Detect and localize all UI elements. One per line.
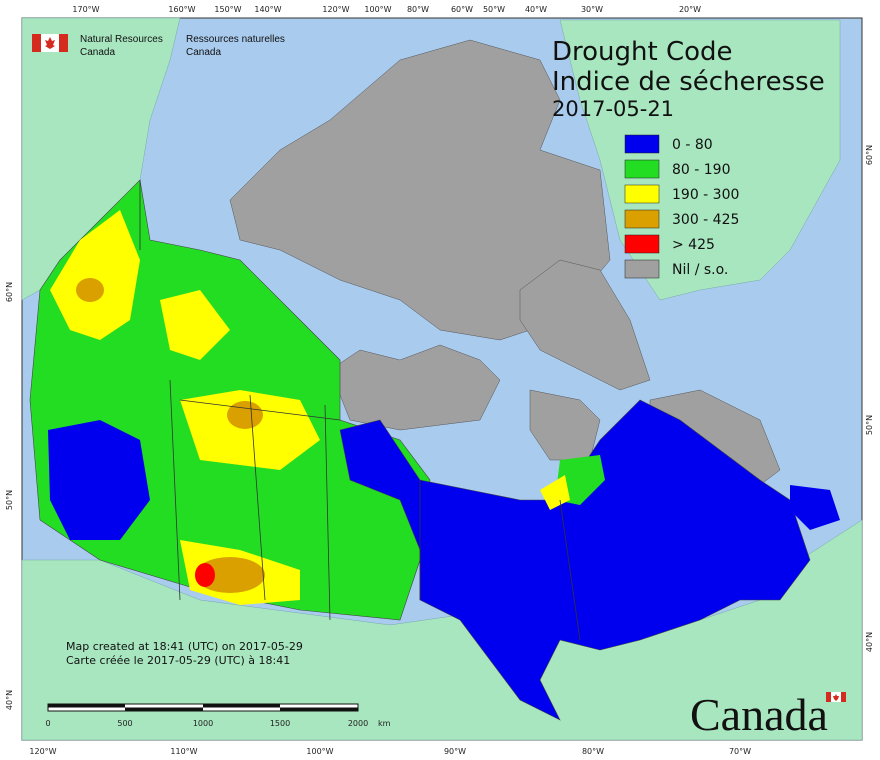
canada-flag-icon [32,34,68,52]
legend-label-2: 190 - 300 [672,187,739,203]
scale-label-2: 1000 [193,719,213,728]
baffin-island [519,259,651,391]
scale-label-1: 500 [117,719,132,728]
legend-label-3: 300 - 425 [672,212,739,228]
map-title: Drought Code [552,37,733,67]
bottom-tick-3: 90°W [444,747,466,756]
right-axis: 60°N 50°N 40°N [865,145,874,652]
map-created-en: Map created at 18:41 (UTC) on 2017-05-29 [66,640,303,653]
bottom-axis: 120°W 110°W 100°W 90°W 80°W 70°W [29,747,751,756]
newfoundland-0-80 [790,485,840,530]
orange-patch-prairies [195,557,265,593]
ab-sk-190-300 [180,390,320,470]
wordmark-flag-icon [826,692,846,702]
top-tick-6: 80°W [407,5,429,14]
nunavik-190-300 [540,475,570,510]
nrcan-signature: Natural Resources Canada Ressources natu… [32,34,285,58]
legend-swatch-2 [624,184,660,204]
left-axis: 60°N 50°N 40°N [5,282,14,710]
scale-bar: 0 500 1000 1500 2000 km [45,703,391,728]
top-tick-11: 20°W [679,5,701,14]
legend-swatch-5 [624,259,660,279]
legend-label-1: 80 - 190 [672,162,731,178]
legend-swatch-1 [624,159,660,179]
legend-swatch-4 [624,234,660,254]
bc-coast-0-80 [48,420,150,540]
nrcan-fr-line1: Ressources naturelles [186,34,285,45]
red-patch-alberta [195,563,215,587]
top-tick-0: 170°W [72,5,99,14]
northern-mainland-nil [329,344,501,431]
map-date: 2017-05-21 [552,97,674,121]
legend-label-0: 0 - 80 [672,137,713,153]
top-tick-3: 140°W [254,5,281,14]
top-tick-5: 100°W [364,5,391,14]
nrcan-fr-line2: Canada [186,47,221,58]
orange-patch-nwt [227,401,263,429]
right-tick-2: 40°N [865,632,874,652]
scale-label-4: 2000 [348,719,368,728]
nwt-190-300 [160,290,230,360]
left-tick-0: 60°N [5,282,14,302]
map-created-fr: Carte créée le 2017-05-29 (UTC) à 18:41 [66,654,290,667]
scale-unit: km [378,719,391,728]
legend-label-4: > 425 [672,237,715,253]
yukon-190-300 [50,210,140,340]
legend: 0 - 80 80 - 190 190 - 300 300 - 425 > 42… [624,134,739,279]
right-tick-0: 60°N [865,145,874,165]
bottom-tick-5: 70°W [729,747,751,756]
legend-swatch-3 [624,209,660,229]
top-tick-4: 120°W [322,5,349,14]
greenland-landmass [559,19,841,301]
top-axis: 170°W 160°W 150°W 140°W 120°W 100°W 80°W… [72,5,701,14]
left-tick-1: 50°N [5,490,14,510]
nrcan-en-line2: Canada [80,47,115,58]
legend-label-5: Nil / s.o. [672,262,728,278]
nrcan-en-line1: Natural Resources [80,34,163,45]
bottom-tick-4: 80°W [582,747,604,756]
provincial-boundaries [139,180,581,641]
canada-wordmark-text: Canada [690,689,828,740]
top-tick-9: 40°W [525,5,547,14]
top-tick-1: 160°W [168,5,195,14]
top-tick-10: 30°W [581,5,603,14]
bottom-tick-2: 100°W [306,747,333,756]
top-tick-2: 150°W [214,5,241,14]
map-title-fr: Indice de sécheresse [552,67,825,97]
bottom-tick-0: 120°W [29,747,56,756]
canada-wordmark: Canada [690,689,846,740]
eastern-canada-0-80 [339,399,811,721]
arctic-archipelago [229,39,611,341]
top-tick-7: 60°W [451,5,473,14]
orange-patch-yukon [76,278,104,302]
scale-label-0: 0 [45,719,50,728]
right-tick-1: 50°N [865,415,874,435]
left-tick-2: 40°N [5,690,14,710]
top-tick-8: 50°W [483,5,505,14]
scale-label-3: 1500 [270,719,290,728]
bottom-tick-1: 110°W [170,747,197,756]
legend-swatch-0 [624,134,660,154]
